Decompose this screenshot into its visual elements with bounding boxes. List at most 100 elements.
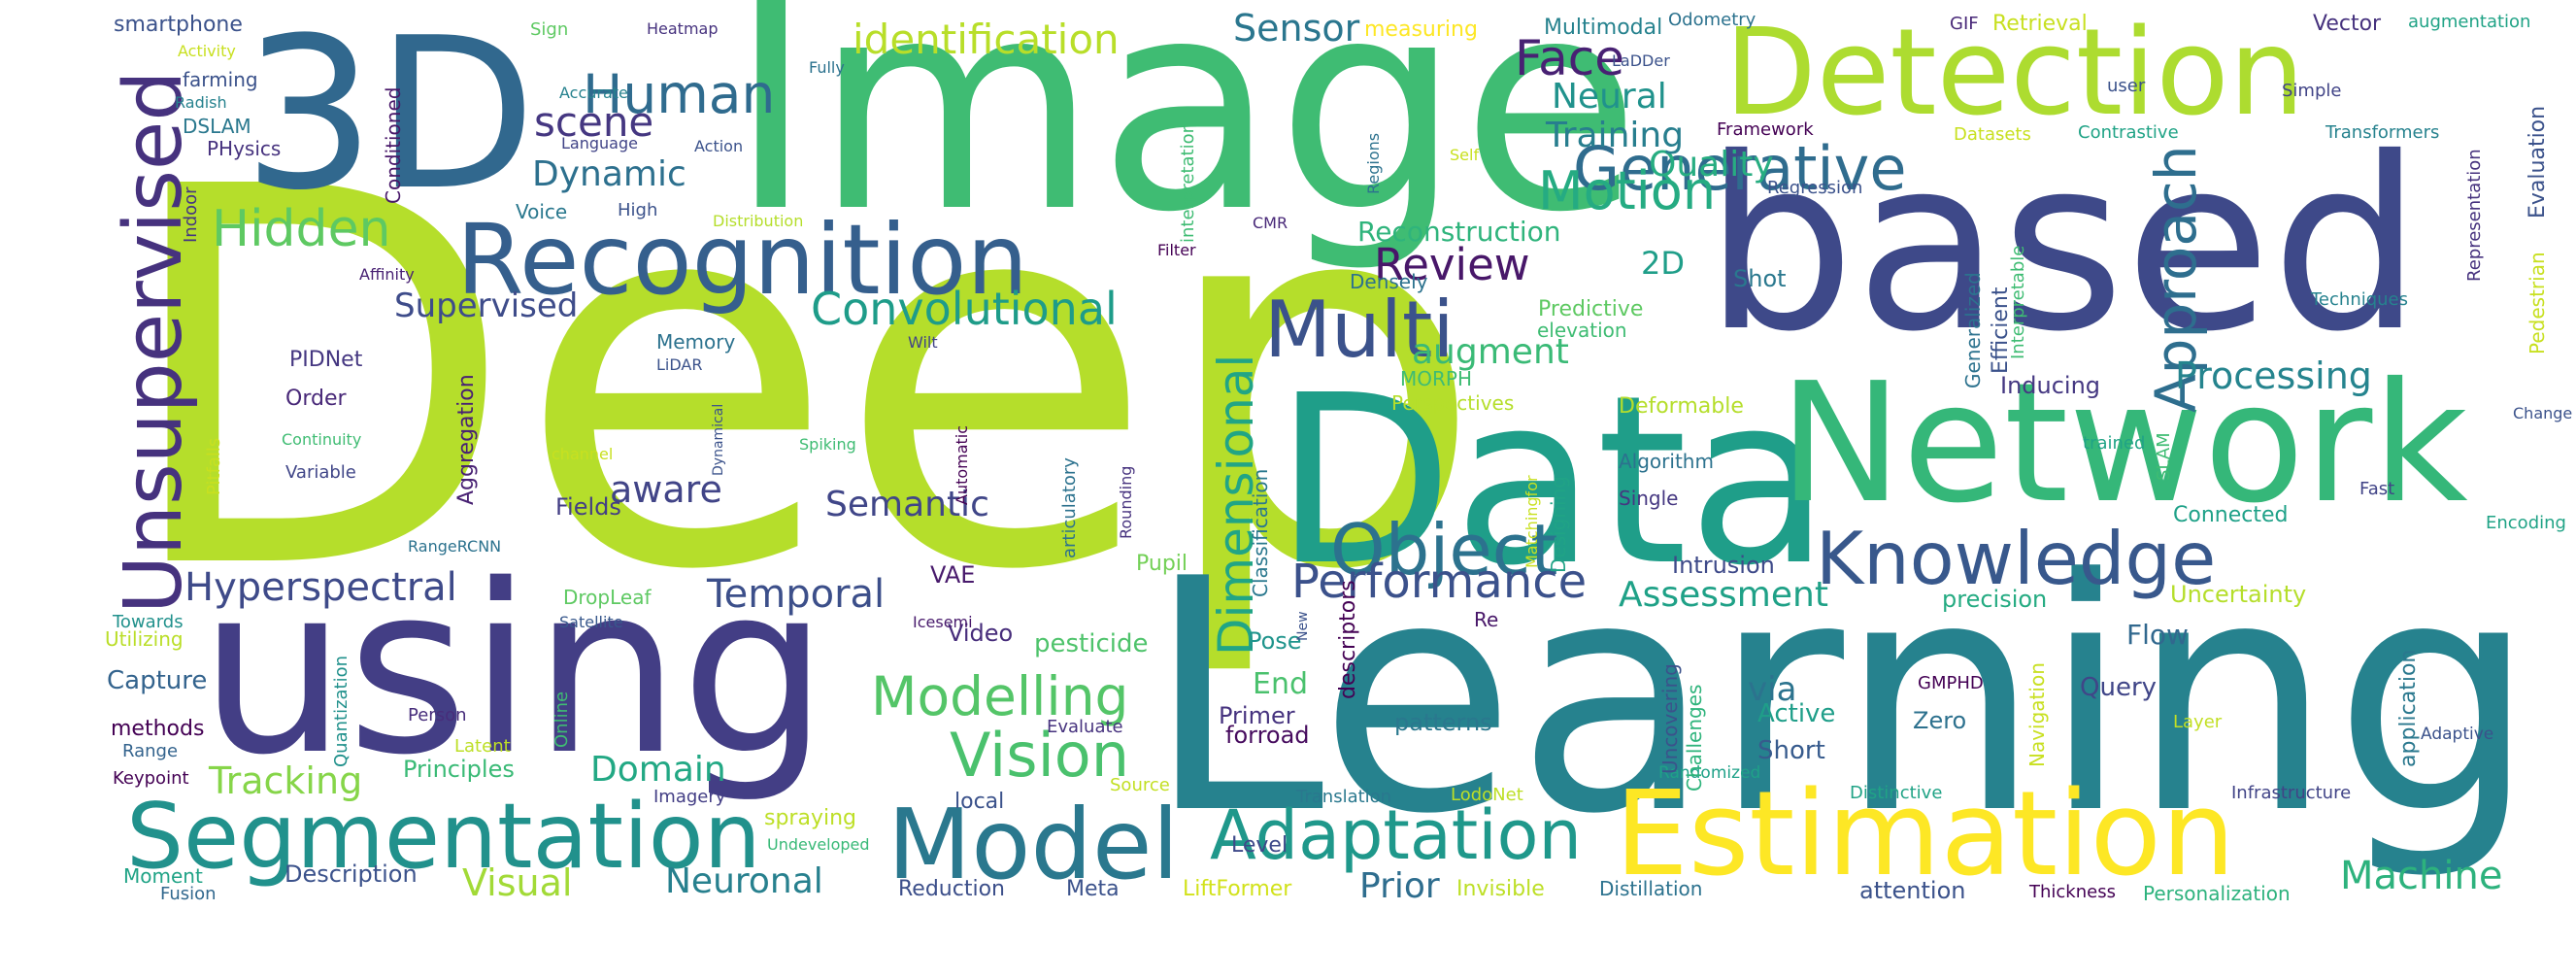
word: Learning <box>1146 511 2537 884</box>
word: Source <box>1110 775 1170 795</box>
word: Challenges <box>1683 684 1706 792</box>
word: Thickness <box>2029 882 2116 902</box>
word: Knowledge <box>1816 516 2217 601</box>
word: Zero <box>1913 707 1967 734</box>
word: Level <box>1231 833 1288 858</box>
word: Utilizing <box>105 627 184 651</box>
word: Reconstruction <box>1357 216 1561 248</box>
word: Multimodal <box>1544 16 1663 40</box>
word: Machine <box>2340 854 2503 898</box>
word: Query <box>2080 673 2158 702</box>
word: Range <box>122 741 179 761</box>
word: Odometry <box>1668 10 1756 30</box>
word: Retrieval <box>1992 12 2088 36</box>
word: Vision <box>950 720 1130 791</box>
word: Affinity <box>359 265 415 284</box>
word: Convolutional <box>811 283 1118 335</box>
word: articulatory <box>1059 457 1080 558</box>
word: Datasets <box>1954 124 2031 145</box>
word: Pedestrian <box>2526 252 2549 354</box>
word: GMPHD <box>1918 673 1984 693</box>
word: forroad <box>1225 722 1310 749</box>
word: Predictive <box>1538 297 1644 321</box>
word: Automatic <box>953 424 971 505</box>
word: Segmentation <box>126 784 761 889</box>
word: Distillation <box>1599 877 1703 900</box>
word: Navigation <box>2025 662 2049 767</box>
word: Person <box>408 705 467 725</box>
word: user <box>2107 76 2146 96</box>
word: application <box>2396 649 2421 767</box>
word: Continuity <box>282 430 362 449</box>
word: Temporal <box>707 572 886 617</box>
word: Inducing <box>2000 372 2101 399</box>
word: 3D <box>243 0 537 236</box>
word: Modelling <box>871 665 1129 727</box>
word: Self <box>1450 146 1480 164</box>
word: High <box>618 200 658 220</box>
word: New <box>1295 611 1311 641</box>
word: Pitfalls <box>204 437 224 495</box>
word: Moment <box>123 864 203 888</box>
word: Fully <box>809 58 845 77</box>
word: Personalization <box>2143 882 2291 905</box>
word: Capture <box>107 666 208 695</box>
word: Rounding <box>1117 465 1135 539</box>
word: precision <box>1942 586 2048 613</box>
word: Generative <box>1573 133 1907 204</box>
word: Pose <box>1248 627 1302 655</box>
word: Reduction <box>898 877 1005 901</box>
word: PIDNet <box>289 348 363 372</box>
word: LodoNet <box>1451 785 1523 805</box>
word: patterns <box>1394 709 1492 736</box>
word: Re <box>1474 608 1499 631</box>
word: Icesemi <box>913 613 973 631</box>
word: Spiking <box>799 435 856 454</box>
word: Performance <box>1291 555 1588 609</box>
word: Towards <box>113 612 184 632</box>
word: via <box>1748 670 1797 709</box>
word: Processing <box>2175 354 2372 397</box>
word: DropLeaf <box>563 586 652 609</box>
word: Supervised <box>394 287 579 325</box>
word: Interpretable <box>2008 245 2028 359</box>
word: smartphone <box>114 13 243 37</box>
word: Neural <box>1552 77 1667 117</box>
word: methods <box>111 717 205 741</box>
word: aware <box>610 468 722 511</box>
word: GIF <box>1950 14 1979 34</box>
word: 2D <box>1641 245 1685 282</box>
word: Dynamical <box>711 403 726 476</box>
word: DSLAM <box>183 115 251 138</box>
word: Imagery <box>653 787 726 807</box>
word: PHysics <box>207 137 282 160</box>
word: Semantic <box>825 485 989 524</box>
word: channel <box>552 445 614 463</box>
word: RangeRCNN <box>408 537 502 556</box>
word: Matchingfor <box>1522 475 1541 568</box>
word: LiftFormer <box>1183 877 1292 901</box>
word: trained <box>2083 433 2146 454</box>
word: Adaptive <box>2421 725 2494 744</box>
word: Video <box>948 620 1014 647</box>
word: Recognition <box>456 203 1028 317</box>
word: Face <box>1515 30 1625 86</box>
word: Filter <box>1157 241 1196 259</box>
word: LiDAR <box>656 355 703 374</box>
word: Fusion <box>160 884 217 904</box>
word: Description <box>284 860 418 888</box>
word: Representation <box>2464 149 2485 282</box>
word: Variable <box>285 462 356 483</box>
word: Fast <box>2359 479 2395 499</box>
word: Encoding <box>2486 513 2566 533</box>
word: based <box>1704 107 2423 384</box>
word: Short <box>1757 736 1825 765</box>
word: Dynamic <box>532 154 686 194</box>
word: augmentation <box>2408 12 2531 32</box>
word: Estimation <box>1615 767 2236 902</box>
word: LaDDer <box>1612 51 1670 70</box>
word: Memory <box>656 330 736 354</box>
word: Online <box>552 691 572 748</box>
word: Active <box>1757 699 1836 728</box>
